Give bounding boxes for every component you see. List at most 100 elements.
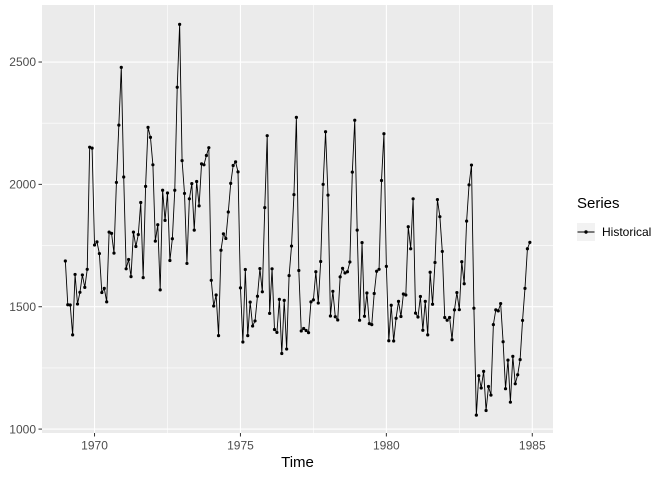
data-point bbox=[233, 160, 238, 164]
data-point bbox=[168, 258, 172, 263]
data-point bbox=[263, 206, 267, 210]
data-point bbox=[477, 374, 481, 378]
data-point bbox=[114, 180, 119, 185]
data-point bbox=[80, 273, 84, 277]
y-tick-label: 2500 bbox=[9, 55, 36, 69]
x-tick-label: 1970 bbox=[81, 439, 108, 453]
data-point bbox=[418, 294, 423, 299]
data-point bbox=[494, 308, 498, 312]
data-point bbox=[336, 318, 340, 322]
data-point bbox=[124, 267, 128, 271]
data-point bbox=[192, 228, 196, 232]
data-point bbox=[180, 159, 184, 163]
data-point bbox=[528, 240, 532, 244]
data-point bbox=[161, 188, 165, 192]
data-point bbox=[282, 298, 286, 302]
data-point bbox=[433, 260, 437, 265]
data-point bbox=[516, 373, 520, 377]
data-point bbox=[238, 286, 243, 290]
data-point bbox=[411, 197, 415, 201]
data-point bbox=[375, 269, 379, 273]
data-point bbox=[251, 324, 255, 328]
data-point bbox=[129, 275, 133, 279]
historical-series-points bbox=[63, 22, 532, 417]
data-point bbox=[236, 170, 240, 174]
data-point bbox=[489, 393, 493, 397]
data-point bbox=[107, 230, 111, 234]
data-point bbox=[382, 132, 386, 136]
data-point bbox=[195, 179, 199, 184]
data-point bbox=[472, 306, 476, 310]
data-point bbox=[148, 135, 153, 139]
data-point bbox=[83, 285, 87, 289]
data-point bbox=[241, 340, 245, 344]
data-point bbox=[136, 232, 140, 237]
data-point bbox=[430, 302, 435, 306]
data-point bbox=[394, 316, 398, 320]
data-point bbox=[350, 170, 354, 174]
data-point bbox=[122, 175, 126, 179]
data-point bbox=[428, 270, 432, 274]
data-point bbox=[185, 261, 189, 266]
data-point bbox=[314, 270, 318, 274]
data-point bbox=[367, 322, 371, 326]
data-point bbox=[457, 308, 461, 312]
data-point bbox=[365, 291, 369, 295]
data-point bbox=[506, 358, 510, 362]
data-point bbox=[182, 191, 187, 196]
data-point bbox=[491, 322, 495, 327]
legend-entry-historical: Historical bbox=[577, 223, 651, 241]
data-point bbox=[78, 290, 82, 294]
data-point bbox=[68, 303, 72, 307]
data-point bbox=[518, 357, 522, 362]
data-point bbox=[360, 241, 364, 245]
data-point bbox=[248, 300, 252, 304]
data-point bbox=[202, 163, 206, 167]
y-tick-label: 2000 bbox=[9, 178, 36, 192]
data-point bbox=[435, 197, 440, 202]
data-point bbox=[212, 304, 216, 308]
data-point bbox=[292, 193, 296, 197]
data-point bbox=[396, 299, 401, 303]
data-point bbox=[207, 146, 211, 150]
data-point bbox=[221, 232, 226, 236]
data-point bbox=[377, 267, 381, 271]
data-point bbox=[219, 248, 223, 252]
legend-title: Series bbox=[577, 195, 620, 212]
data-point bbox=[409, 247, 413, 251]
data-point bbox=[379, 178, 384, 183]
data-point bbox=[297, 268, 301, 273]
data-point bbox=[165, 191, 170, 195]
data-point bbox=[323, 130, 328, 134]
data-point bbox=[345, 270, 350, 274]
data-point bbox=[316, 301, 320, 305]
data-point bbox=[197, 204, 201, 208]
data-point bbox=[309, 300, 313, 304]
data-point bbox=[146, 125, 150, 129]
data-point bbox=[229, 181, 233, 185]
data-point bbox=[413, 311, 418, 315]
data-point bbox=[270, 267, 274, 271]
data-point bbox=[499, 301, 503, 306]
data-point bbox=[474, 413, 478, 417]
data-point bbox=[304, 328, 308, 333]
data-point bbox=[392, 339, 396, 343]
data-point bbox=[511, 354, 515, 359]
data-point bbox=[163, 218, 167, 222]
data-point bbox=[246, 334, 250, 338]
data-point bbox=[333, 315, 337, 319]
data-point bbox=[117, 123, 121, 127]
data-point bbox=[285, 347, 289, 351]
data-point bbox=[272, 327, 277, 332]
data-point bbox=[170, 237, 174, 241]
data-point bbox=[384, 264, 388, 268]
data-point bbox=[88, 145, 92, 149]
x-tick-label: 1980 bbox=[373, 439, 400, 453]
data-point bbox=[90, 146, 94, 150]
data-point bbox=[231, 163, 235, 168]
data-point bbox=[275, 330, 279, 335]
data-point bbox=[253, 319, 257, 323]
data-point bbox=[226, 210, 230, 214]
